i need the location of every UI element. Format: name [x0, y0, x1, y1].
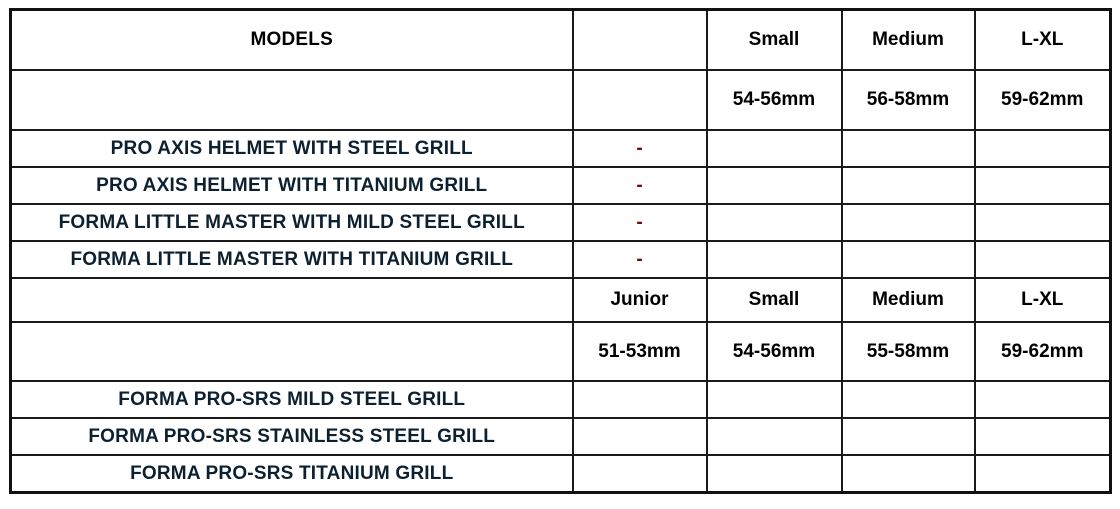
section-one-size-small: 54-56mm: [705, 69, 843, 131]
availability-cell-small: [705, 380, 843, 419]
availability-cell-small: [705, 240, 843, 279]
section-two-size-range-row: 51-53mm 54-56mm 55-58mm 59-62mm: [9, 321, 1112, 382]
table-row: PRO AXIS HELMET WITH TITANIUM GRILL -: [9, 166, 1112, 205]
section-two-header-row: Junior Small Medium L-XL: [9, 277, 1112, 323]
model-name-cell: PRO AXIS HELMET WITH TITANIUM GRILL: [9, 166, 574, 205]
section-two-size-junior: 51-53mm: [571, 321, 708, 382]
availability-cell-junior: -: [571, 166, 708, 205]
section-two-header-junior: Junior: [571, 277, 708, 323]
availability-cell-medium: [840, 417, 976, 456]
table-row: PRO AXIS HELMET WITH STEEL GRILL -: [9, 129, 1112, 168]
availability-cell-junior: -: [571, 203, 708, 242]
availability-cell-junior: [571, 454, 708, 494]
section-two-header-lxl: L-XL: [973, 277, 1112, 323]
section-one-size-lxl: 59-62mm: [973, 69, 1112, 131]
section-one-header-lxl: L-XL: [973, 8, 1112, 71]
availability-cell-lxl: [973, 380, 1112, 419]
availability-cell-junior: [571, 417, 708, 456]
availability-cell-lxl: [973, 454, 1112, 494]
section-two-size-small: 54-56mm: [705, 321, 843, 382]
table-row: FORMA LITTLE MASTER WITH MILD STEEL GRIL…: [9, 203, 1112, 242]
table-row: FORMA PRO-SRS MILD STEEL GRILL: [9, 380, 1112, 419]
section-two-size-medium: 55-58mm: [840, 321, 976, 382]
section-one-header-blank: [571, 8, 708, 71]
section-one-header-row: MODELS Small Medium L-XL: [9, 8, 1112, 71]
availability-cell-lxl: [973, 417, 1112, 456]
section-two-header-blank: [9, 277, 574, 323]
section-one-size-blank-junior: [571, 69, 708, 131]
helmet-size-chart-table: MODELS Small Medium L-XL 54-56mm 56-58mm…: [9, 8, 1112, 494]
availability-cell-junior: -: [571, 240, 708, 279]
section-one-size-blank-model: [9, 69, 574, 131]
model-name-cell: FORMA PRO-SRS MILD STEEL GRILL: [9, 380, 574, 419]
section-two-size-lxl: 59-62mm: [973, 321, 1112, 382]
availability-cell-junior: [571, 380, 708, 419]
availability-cell-lxl: [973, 129, 1112, 168]
availability-cell-medium: [840, 454, 976, 494]
availability-cell-lxl: [973, 240, 1112, 279]
availability-cell-junior: -: [571, 129, 708, 168]
availability-cell-small: [705, 129, 843, 168]
table-row: FORMA LITTLE MASTER WITH TITANIUM GRILL …: [9, 240, 1112, 279]
table-row: FORMA PRO-SRS STAINLESS STEEL GRILL: [9, 417, 1112, 456]
availability-cell-small: [705, 203, 843, 242]
availability-cell-medium: [840, 166, 976, 205]
model-name-cell: FORMA PRO-SRS STAINLESS STEEL GRILL: [9, 417, 574, 456]
availability-cell-medium: [840, 380, 976, 419]
models-column-header: MODELS: [9, 8, 574, 71]
availability-cell-medium: [840, 203, 976, 242]
availability-cell-lxl: [973, 203, 1112, 242]
availability-cell-medium: [840, 129, 976, 168]
table-row: FORMA PRO-SRS TITANIUM GRILL: [9, 454, 1112, 494]
model-name-cell: FORMA LITTLE MASTER WITH MILD STEEL GRIL…: [9, 203, 574, 242]
availability-cell-small: [705, 454, 843, 494]
section-one-size-medium: 56-58mm: [840, 69, 976, 131]
availability-cell-medium: [840, 240, 976, 279]
section-two-size-blank-model: [9, 321, 574, 382]
section-two-header-small: Small: [705, 277, 843, 323]
section-one-header-medium: Medium: [840, 8, 976, 71]
section-two-header-medium: Medium: [840, 277, 976, 323]
section-one-size-range-row: 54-56mm 56-58mm 59-62mm: [9, 69, 1112, 131]
availability-cell-lxl: [973, 166, 1112, 205]
model-name-cell: PRO AXIS HELMET WITH STEEL GRILL: [9, 129, 574, 168]
availability-cell-small: [705, 166, 843, 205]
availability-cell-small: [705, 417, 843, 456]
section-one-header-small: Small: [705, 8, 843, 71]
model-name-cell: FORMA LITTLE MASTER WITH TITANIUM GRILL: [9, 240, 574, 279]
model-name-cell: FORMA PRO-SRS TITANIUM GRILL: [9, 454, 574, 494]
